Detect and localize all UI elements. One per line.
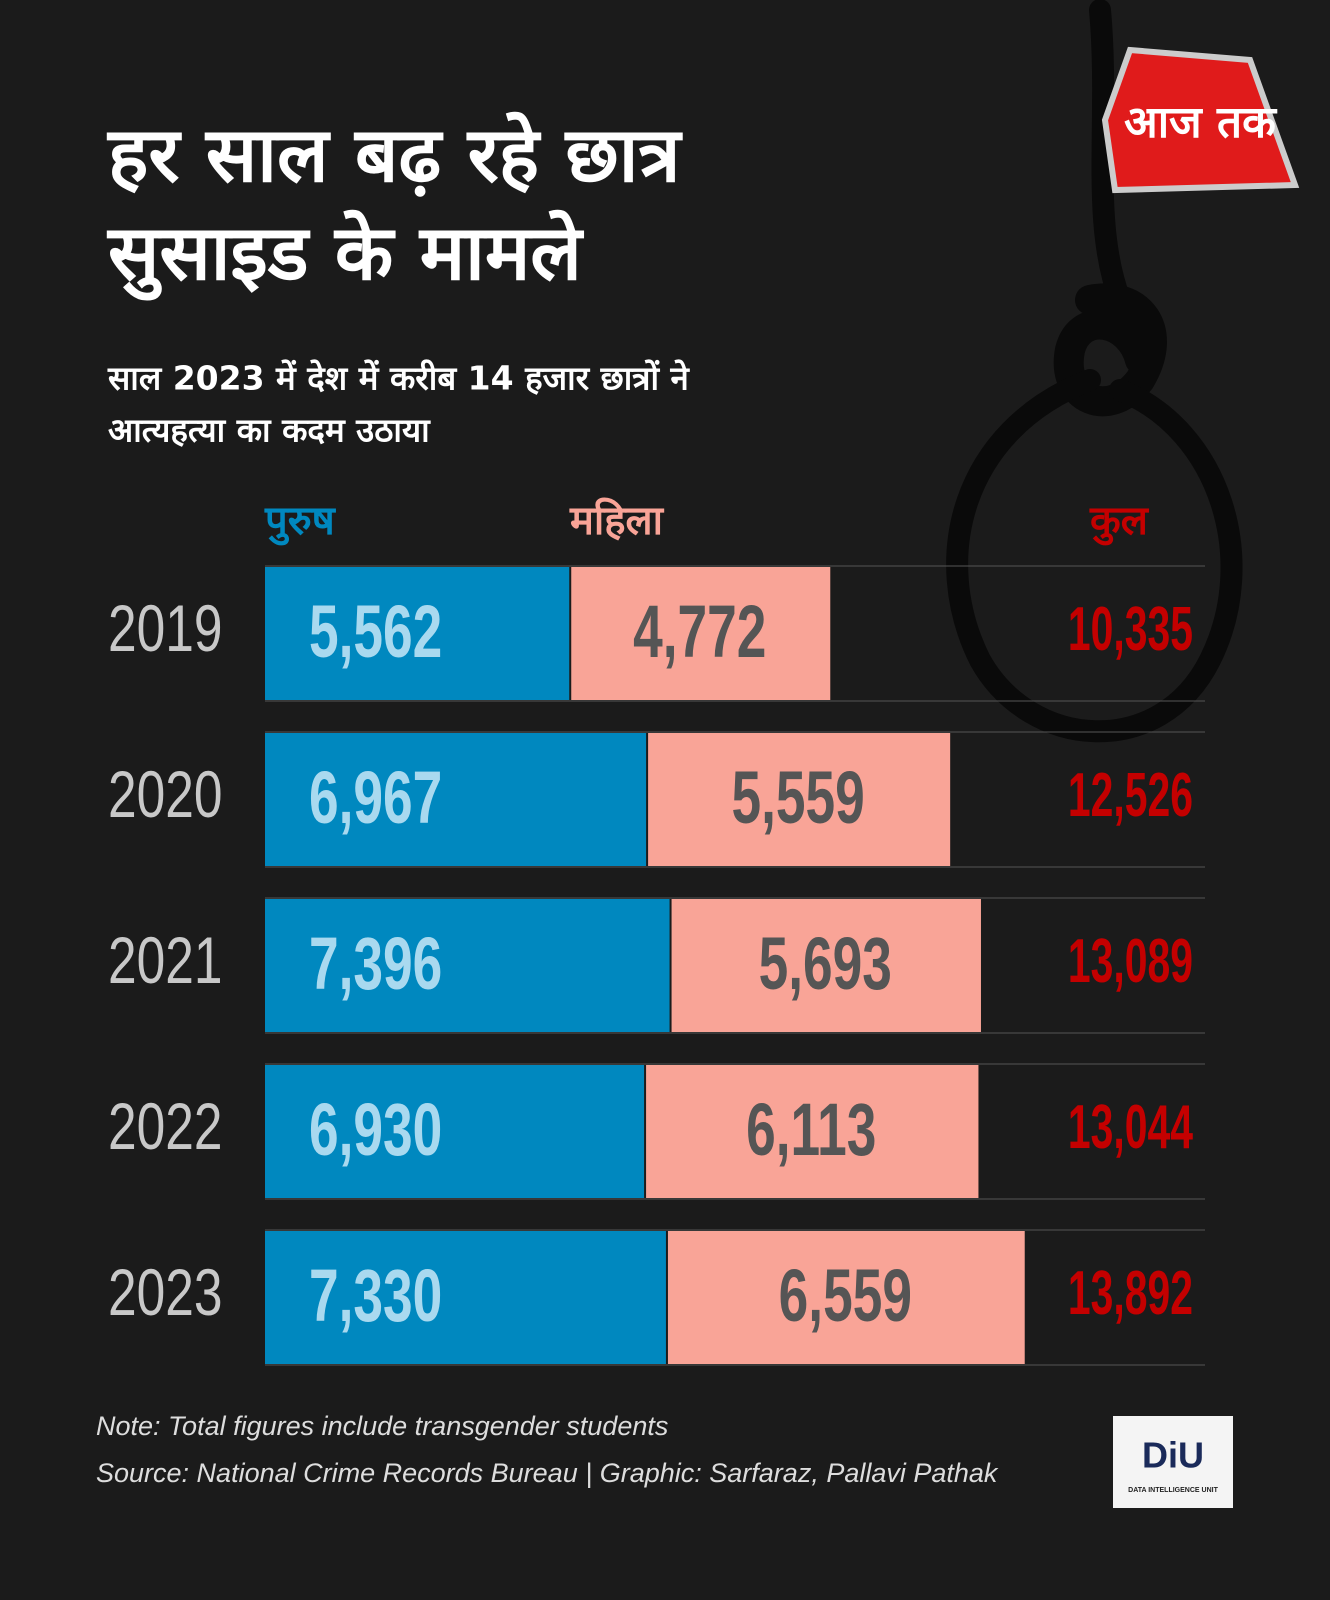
chart-title: सुसाइड के मामले (106, 208, 584, 301)
value-label: 6,967 (309, 756, 442, 839)
value-label: 7,396 (309, 922, 442, 1005)
value-label: 6,930 (309, 1088, 442, 1171)
brand-name: आज तक (1124, 97, 1278, 148)
category-label: 2019 (108, 591, 222, 666)
legend-label: पुरुष (264, 498, 337, 546)
total-label: 13,089 (1068, 926, 1193, 996)
bar-segment (265, 1231, 666, 1364)
unit-name: DATA INTELLIGENCE UNIT (1128, 1487, 1218, 1494)
value-label: 6,113 (746, 1088, 876, 1171)
bar-segment (648, 733, 951, 866)
value-label: 7,330 (309, 1254, 442, 1337)
unit-logo: DiU DATA INTELLIGENCE UNIT (1113, 1416, 1233, 1508)
value-label: 5,559 (731, 756, 864, 839)
chart-title: हर साल बढ़ रहे छात्र (106, 110, 683, 199)
unit-logo-text: DiU (1142, 1435, 1204, 1476)
bar-segment (265, 899, 670, 1032)
bar-segment (667, 1231, 1025, 1364)
total-label: 10,335 (1068, 594, 1193, 664)
value-label: 5,562 (309, 590, 442, 673)
chart-subtitle: आत्यहत्या का कदम उठाया (108, 411, 431, 450)
value-label: 4,772 (633, 590, 766, 673)
value-label: 6,559 (779, 1254, 912, 1337)
category-label: 2021 (108, 923, 222, 998)
note: Note: Total figures include transgender … (96, 1411, 668, 1441)
category-label: 2023 (108, 1255, 222, 1330)
value-label: 5,693 (759, 922, 892, 1005)
legend-label: कुल (1089, 498, 1150, 546)
bar-segment (571, 567, 831, 700)
bar-segment (646, 1065, 979, 1198)
category-label: 2020 (108, 757, 222, 832)
source: Source: National Crime Records Bureau | … (96, 1458, 999, 1488)
total-label: 13,044 (1068, 1092, 1193, 1162)
category-label: 2022 (108, 1089, 222, 1164)
bar-segment (265, 733, 647, 866)
total-label: 13,892 (1068, 1258, 1193, 1328)
noose-illustration (946, 0, 1243, 743)
total-label: 12,526 (1068, 760, 1193, 830)
chart-subtitle: साल 2023 में देश में करीब 14 हजार छात्रो… (107, 359, 691, 398)
brand-logo: आज तक (1101, 46, 1300, 194)
bar-segment (671, 899, 981, 1032)
bar-segment (265, 1065, 645, 1198)
bar-segment (265, 567, 570, 700)
legend-label: महिला (569, 497, 665, 544)
